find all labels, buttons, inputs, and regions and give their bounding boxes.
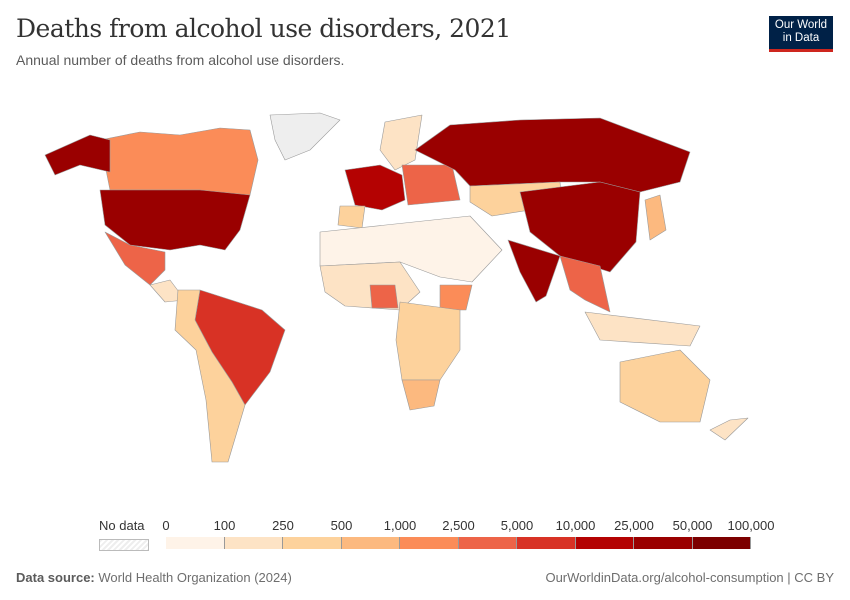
legend-bin[interactable] bbox=[458, 537, 517, 549]
legend-tick: 1,000 bbox=[383, 518, 417, 533]
color-legend: No data 0 100 250 500 1,000 2,500 5,000 10,000 2… bbox=[95, 515, 795, 555]
legend-tick: 50,000 bbox=[672, 518, 713, 533]
legend-tick: 100 bbox=[213, 518, 236, 533]
legend-bin[interactable] bbox=[283, 537, 342, 549]
chart-title: Deaths from alcohol use disorders, 2021 bbox=[16, 14, 511, 43]
country-australia[interactable] bbox=[619, 349, 711, 423]
country-scandinavia[interactable] bbox=[379, 114, 423, 171]
source-url[interactable]: OurWorldinData.org/alcohol-consumption |… bbox=[545, 570, 834, 585]
legend-bin[interactable] bbox=[692, 537, 751, 549]
legend-tick: 10,000 bbox=[555, 518, 596, 533]
legend-tick: 25,000 bbox=[614, 518, 654, 533]
country-western-europe[interactable] bbox=[344, 164, 406, 211]
no-data-label: No data bbox=[99, 518, 145, 533]
legend-tick: 5,000 bbox=[500, 518, 534, 533]
country-ethiopia[interactable] bbox=[439, 284, 473, 311]
legend-bin[interactable] bbox=[575, 537, 634, 549]
legend-bin[interactable] bbox=[341, 537, 400, 549]
data-source: Data source: World Health Organization (… bbox=[16, 570, 292, 585]
country-central-east-africa[interactable] bbox=[395, 301, 461, 381]
country-china[interactable] bbox=[519, 181, 641, 273]
legend-tick: 0 bbox=[162, 518, 170, 533]
legend-tick: 250 bbox=[272, 518, 294, 533]
legend-bin[interactable] bbox=[634, 537, 693, 549]
country-japan[interactable] bbox=[644, 194, 667, 241]
chart-subtitle: Annual number of deaths from alcohol use… bbox=[16, 52, 345, 68]
legend-bin[interactable] bbox=[166, 537, 225, 549]
country-iberia[interactable] bbox=[337, 205, 366, 229]
country-india[interactable] bbox=[507, 239, 561, 303]
legend-bin[interactable] bbox=[224, 537, 283, 549]
country-indonesia[interactable] bbox=[584, 311, 701, 347]
country-united-states[interactable] bbox=[99, 189, 251, 251]
country-mexico[interactable] bbox=[104, 231, 166, 286]
country-greenland[interactable] bbox=[269, 112, 341, 161]
data-source-value: World Health Organization (2024) bbox=[98, 570, 292, 585]
logo-line-2: in Data bbox=[782, 32, 820, 44]
country-rest-of-south-america[interactable] bbox=[174, 289, 246, 463]
owid-logo[interactable]: Our World in Data bbox=[769, 16, 833, 52]
legend-bin[interactable] bbox=[400, 537, 459, 549]
country-canada[interactable] bbox=[99, 127, 259, 201]
logo-line-1: Our World bbox=[774, 19, 828, 31]
legend-tick: 100,000 bbox=[727, 518, 775, 533]
legend-tick: 2,500 bbox=[442, 518, 475, 533]
country-southern-africa[interactable] bbox=[401, 379, 441, 411]
country-new-zealand[interactable] bbox=[709, 417, 749, 441]
legend-tick: 500 bbox=[330, 518, 353, 533]
world-map[interactable] bbox=[0, 100, 850, 480]
country-eastern-europe[interactable] bbox=[401, 164, 461, 206]
data-source-label: Data source: bbox=[16, 570, 95, 585]
no-data-swatch bbox=[99, 539, 149, 551]
country-southeast-asia[interactable] bbox=[559, 255, 611, 313]
country-russia[interactable] bbox=[414, 117, 691, 193]
country-nigeria[interactable] bbox=[369, 284, 399, 309]
country-alaska[interactable] bbox=[44, 134, 111, 176]
legend-bin[interactable] bbox=[517, 537, 576, 549]
